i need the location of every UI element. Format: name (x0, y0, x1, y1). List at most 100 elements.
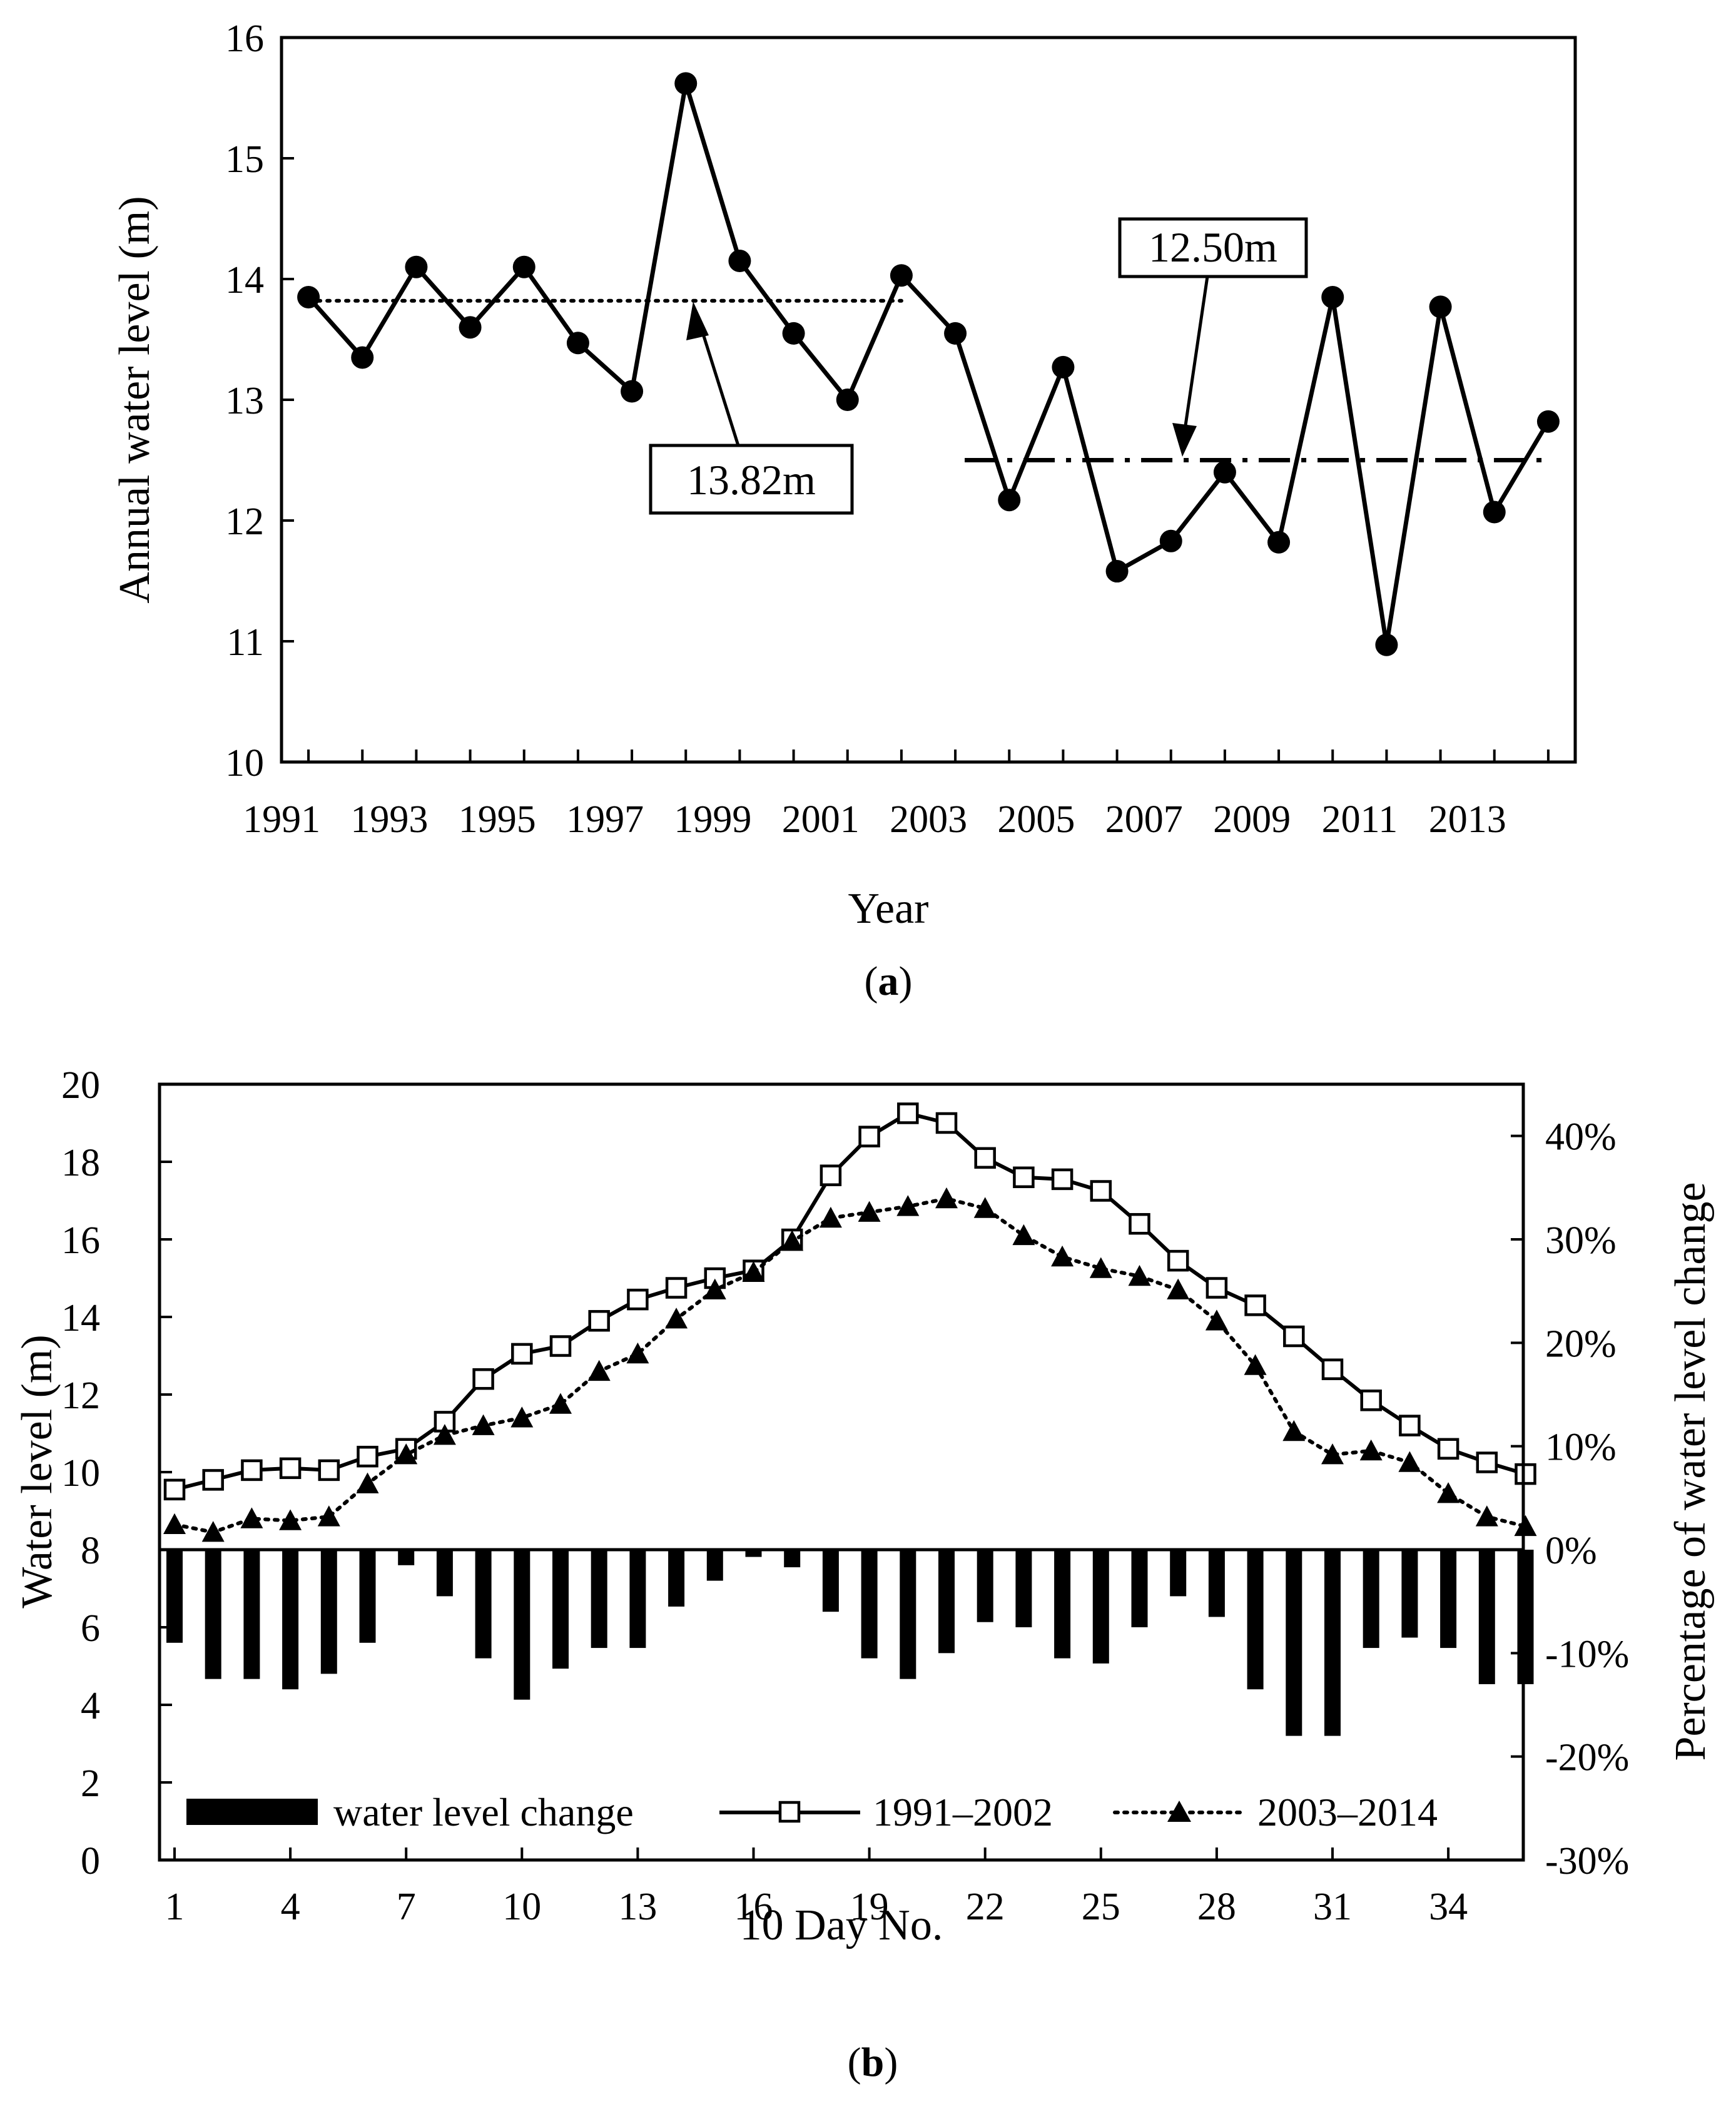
chart-a-x-axis-label: Year (848, 885, 929, 933)
series-1991-2002-point (1437, 1438, 1459, 1460)
series-1991-2002-point (511, 1343, 533, 1365)
annotation-text-12-50m: 12.50m (1149, 223, 1277, 271)
chart-a-caption-letter: a (878, 958, 899, 1004)
chart-b-y-tick-label-right: 30% (1545, 1219, 1617, 1262)
annual-water-level-point (621, 380, 644, 403)
series-1991-2002-point (549, 1335, 572, 1357)
water-level-change-bar (784, 1550, 801, 1568)
series-1991-2002-point (588, 1309, 610, 1332)
series-2003-2014-point (317, 1505, 340, 1527)
annual-water-level-point (297, 285, 320, 308)
water-level-change-bar (1247, 1550, 1264, 1690)
water-level-change-bar (552, 1550, 569, 1669)
water-level-change-bar (745, 1550, 762, 1557)
chart-a-x-tick-label: 2011 (1322, 798, 1398, 841)
series-1991-2002-point (858, 1126, 880, 1147)
water-level-change-bar (475, 1550, 492, 1659)
annual-water-level-point (1159, 529, 1182, 552)
chart-a: 10 11 12 13 14 15 16 1991 1993 1995 1997 1999 2001 20… (111, 18, 1577, 1004)
water-level-change-bar (977, 1550, 993, 1622)
chart-a-x-tick-label: 2003 (890, 798, 967, 841)
chart-b-caption-letter: b (861, 2040, 885, 2085)
chart-b-y-axis-label-right: Percentage of water level change (1667, 1182, 1715, 1761)
water-level-change-bar (706, 1550, 723, 1581)
series-1991-2002-point (357, 1445, 378, 1468)
series-1991-2002-point (1399, 1415, 1421, 1436)
chart-b-y-tick-label-left: 16 (61, 1219, 100, 1262)
chart-a-x-tick-label: 1997 (566, 798, 644, 841)
water-level-change-bar (436, 1550, 453, 1597)
chart-b-x-tick-label: 10 (502, 1886, 541, 1928)
water-level-change-bar (398, 1550, 415, 1565)
water-level-change-bar (1092, 1550, 1109, 1664)
water-level-change-bar (629, 1550, 646, 1649)
water-level-change-bar (359, 1550, 376, 1643)
series-1991-2002-point (472, 1368, 494, 1390)
legend-marker-1991-2002 (778, 1801, 801, 1823)
chart-a-marks: 10 11 12 13 14 15 16 1991 1993 1995 1997 1999 2001 20… (225, 18, 1560, 841)
series-2003-2014-point (626, 1342, 649, 1364)
legend-label-2003-2014: 2003–2014 (1257, 1790, 1438, 1834)
series-1991-2002-point (1129, 1212, 1150, 1235)
chart-b-x-tick-label: 34 (1429, 1886, 1468, 1928)
chart-a-y-tick-label: 11 (226, 621, 264, 664)
series-1991-2002-point (974, 1147, 996, 1169)
chart-b: 02468101214161820-30%-20%-10%0%10%20%30%… (13, 1064, 1715, 2085)
annual-water-level-point (1536, 410, 1560, 433)
annual-water-level-point (1321, 285, 1344, 308)
series-1991-2002-point (935, 1112, 958, 1134)
series-1991-2002-point (1321, 1358, 1344, 1380)
series-1991-2002-point (318, 1459, 340, 1481)
chart-b-y-tick-label-left: 4 (81, 1685, 100, 1727)
series-2003-2014-point (587, 1359, 611, 1381)
water-level-change-bar (1208, 1550, 1225, 1617)
chart-b-x-tick-label: 4 (281, 1886, 300, 1928)
water-level-change-bar (1401, 1550, 1418, 1638)
water-level-change-bar (822, 1550, 839, 1612)
chart-a-y-tick-label: 15 (225, 138, 264, 181)
series-2003-2014-point (935, 1187, 958, 1209)
series-2003-2014-point (433, 1424, 456, 1445)
annotation-arrow-12-50m (1184, 276, 1209, 426)
chart-b-y-tick-label-left: 14 (61, 1297, 100, 1339)
chart-b-x-tick-label: 13 (618, 1886, 657, 1928)
series-1991-2002-point (202, 1469, 224, 1491)
series-2003-2014-point (1167, 1278, 1190, 1299)
series-1991-2002-point (627, 1288, 649, 1311)
series-2003-2014-point (279, 1509, 302, 1530)
water-level-change-bar (1131, 1550, 1148, 1627)
chart-a-x-tick-label: 2009 (1213, 798, 1291, 841)
water-level-change-bar (166, 1550, 183, 1643)
series-1991-2002-point (1167, 1249, 1189, 1272)
chart-a-y-tick-label: 13 (225, 380, 264, 422)
series-2003-2014-point (395, 1443, 418, 1465)
chart-b-x-tick-label: 25 (1082, 1886, 1120, 1928)
series-1991-2002-point (820, 1164, 842, 1186)
water-level-change-bar (938, 1550, 955, 1654)
series-2003-2014-point (1398, 1451, 1421, 1472)
series-1991-2002-point (665, 1277, 688, 1299)
chart-b-x-tick-label: 1 (165, 1886, 185, 1928)
chart-b-y-tick-label-right: 0% (1545, 1530, 1597, 1572)
chart-b-y-tick-label-left: 8 (81, 1530, 100, 1572)
chart-b-x-axis-label: 10 Day No. (740, 1901, 943, 1949)
chart-b-y-tick-label-right: -20% (1545, 1737, 1629, 1779)
series-2003-2014-point (781, 1230, 804, 1251)
series-2003-2014-point (549, 1393, 572, 1414)
annual-water-level-point (944, 322, 967, 345)
annual-water-level-point (890, 264, 913, 287)
annotation-arrowhead-12-50m (1172, 423, 1197, 457)
water-level-change-bar (282, 1550, 299, 1690)
chart-b-y-tick-label-right: -10% (1545, 1633, 1629, 1675)
water-level-change-bar (1478, 1550, 1495, 1684)
chart-b-x-tick-label: 7 (397, 1886, 416, 1928)
water-level-change-bar (591, 1550, 607, 1649)
chart-b-y-tick-label-left: 2 (81, 1762, 100, 1805)
chart-b-y-tick-label-left: 6 (81, 1607, 100, 1650)
chart-a-plot-frame (280, 36, 1577, 764)
legend-marker-2003-2014 (1167, 1801, 1191, 1822)
series-1991-2002-point (1476, 1451, 1498, 1473)
series-2003-2014-point (896, 1195, 920, 1216)
series-2003-2014-point (819, 1206, 842, 1228)
chart-b-y-tick-label-left: 20 (61, 1064, 100, 1107)
